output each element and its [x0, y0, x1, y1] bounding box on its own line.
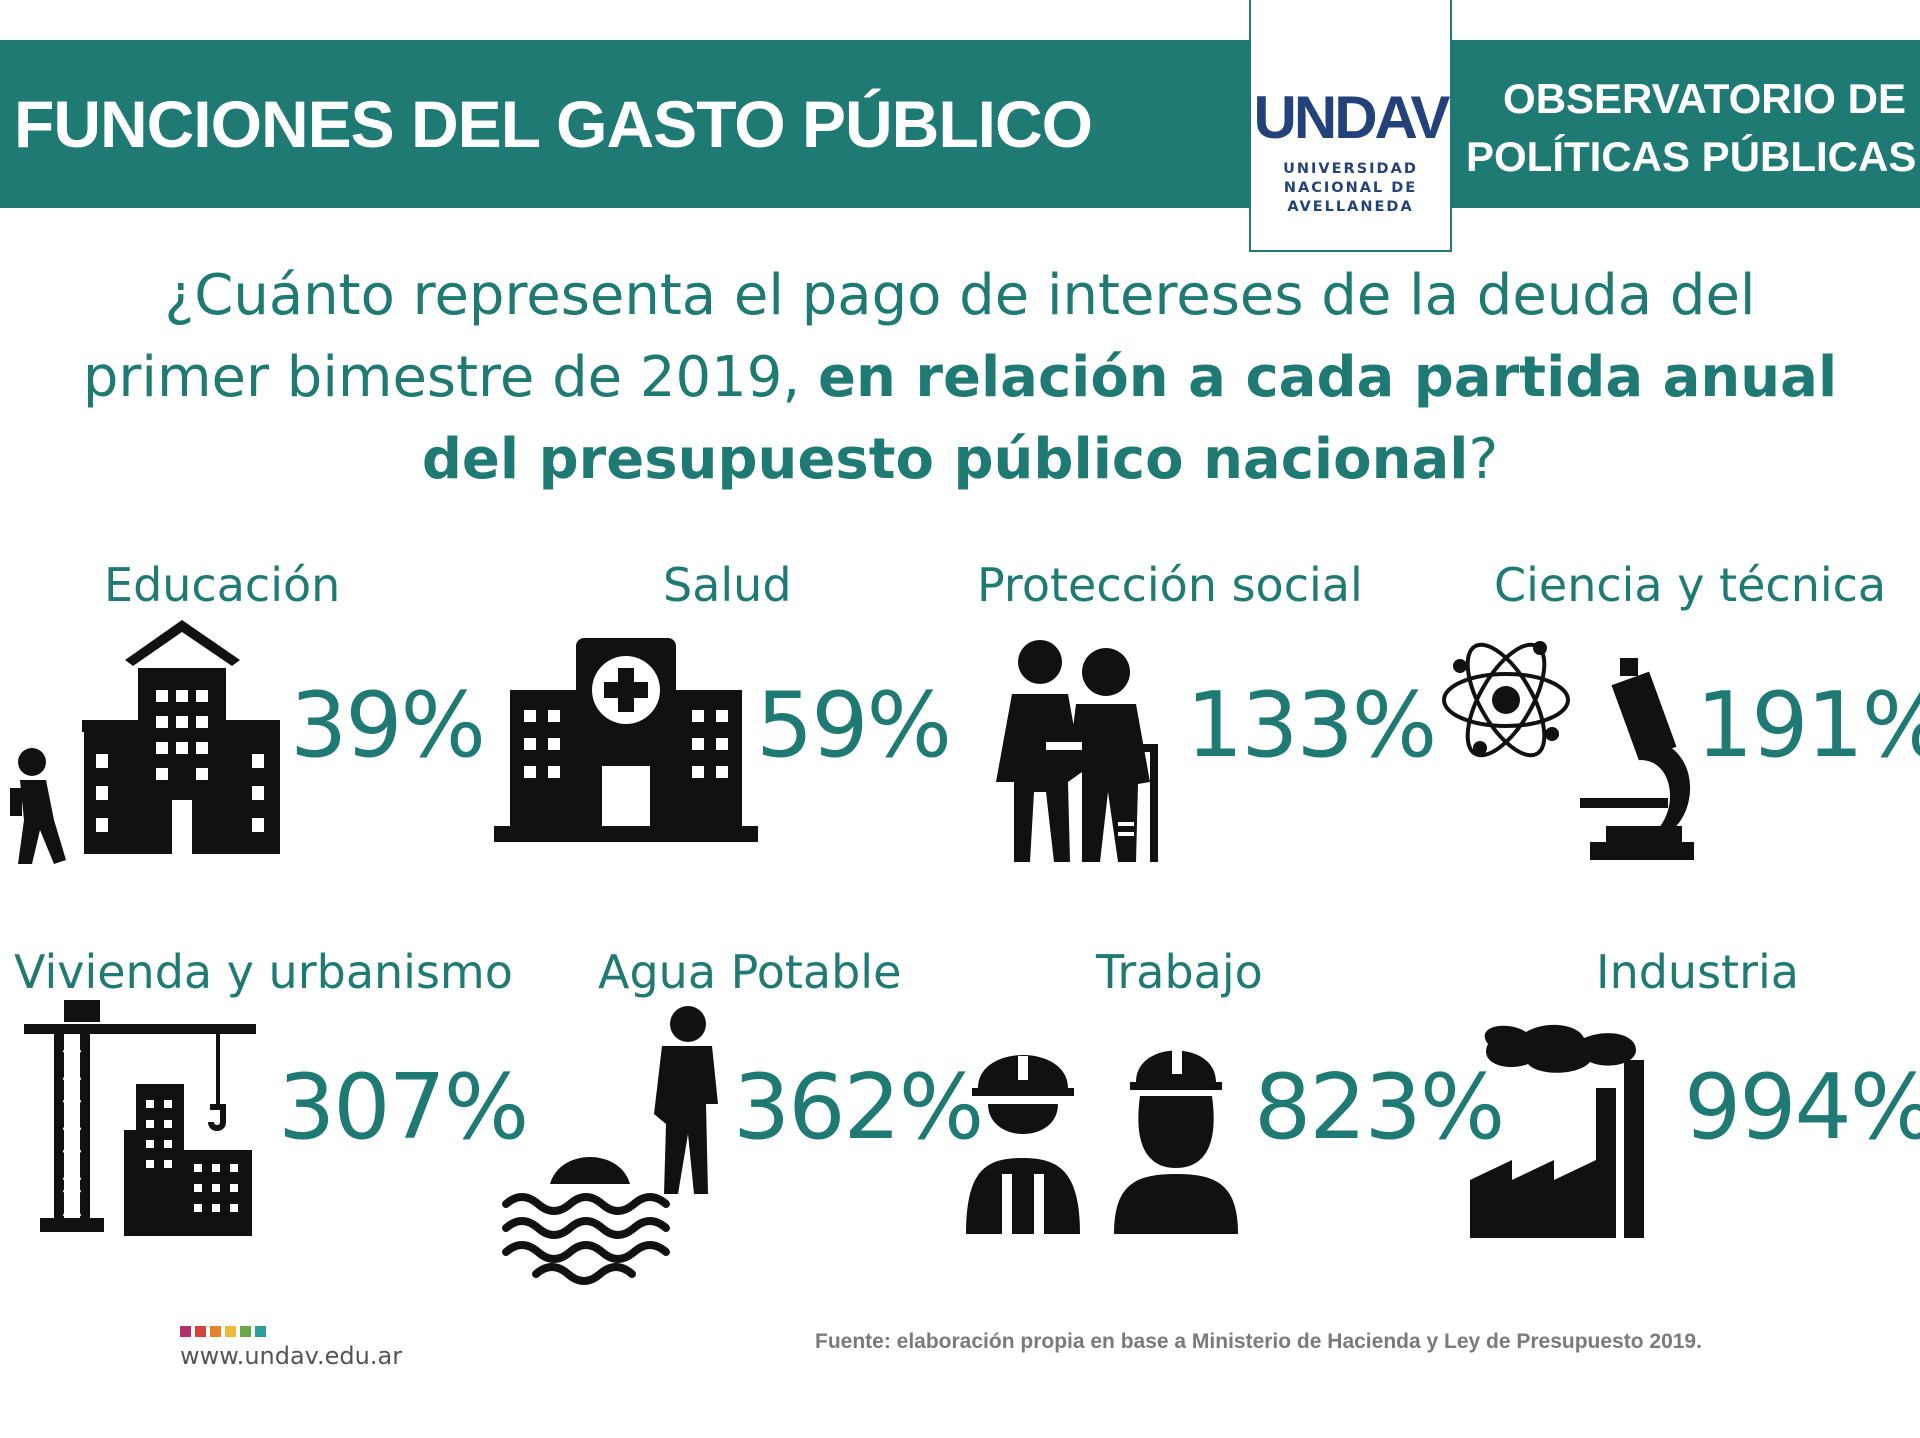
category-label-ciencia: Ciencia y técnica: [1494, 558, 1887, 612]
school-icon: [10, 620, 280, 875]
category-label-industria: Industria: [1596, 945, 1799, 999]
page-title: FUNCIONES DEL GASTO PÚBLICO: [14, 87, 1093, 161]
category-label-proteccion-social: Protección social: [977, 558, 1363, 612]
crane-building-icon: [24, 1000, 256, 1236]
category-label-agua: Agua Potable: [598, 945, 902, 999]
factory-icon: [1468, 1020, 1678, 1242]
category-label-educacion: Educación: [104, 558, 341, 612]
percentage-trabajo: 823%: [1254, 1055, 1505, 1160]
logo-wordmark: UNDAV: [1253, 84, 1451, 151]
question-line-1: ¿Cuánto representa el pago de intereses …: [164, 263, 1756, 328]
category-label-trabajo: Trabajo: [1096, 945, 1263, 999]
percentage-agua: 362%: [733, 1055, 984, 1160]
brand-color-dots: [180, 1324, 270, 1342]
source-note: Fuente: elaboración propia en base a Min…: [815, 1330, 1702, 1353]
category-label-salud: Salud: [663, 558, 792, 612]
percentage-proteccion-social: 133%: [1186, 673, 1437, 778]
water-worker-icon: [496, 1004, 720, 1294]
observatorio-label: OBSERVATORIO DE POLÍTICAS PÚBLICAS: [1466, 75, 1917, 180]
color-dot: [195, 1326, 206, 1337]
color-dot: [210, 1326, 221, 1337]
question-heading: ¿Cuánto representa el pago de intereses …: [0, 255, 1920, 501]
percentage-educacion: 39%: [290, 673, 486, 778]
color-dot: [255, 1326, 266, 1337]
logo-subtitle: UNIVERSIDAD NACIONAL DE AVELLANEDA: [1283, 161, 1418, 215]
question-line-3: del presupuesto público nacional?: [421, 427, 1499, 492]
atom-microscope-icon: [1440, 630, 1705, 870]
color-dot: [225, 1326, 236, 1337]
percentage-salud: 59%: [756, 673, 952, 778]
percentage-vivienda: 307%: [278, 1055, 529, 1160]
workers-icon: [966, 1034, 1238, 1236]
percentage-industria: 994%: [1684, 1055, 1920, 1160]
undav-logo: UNDAV UNIVERSIDAD NACIONAL DE AVELLANEDA: [1249, 0, 1452, 252]
category-label-vivienda: Vivienda y urbanismo: [14, 945, 513, 999]
hospital-icon: [494, 638, 758, 848]
color-dot: [240, 1326, 251, 1337]
color-dot: [180, 1326, 191, 1337]
website-url: www.undav.edu.ar: [180, 1342, 403, 1370]
header-banner: [0, 40, 1920, 208]
elderly-couple-icon: [990, 632, 1186, 868]
question-line-2: primer bimestre de 2019, en relación a c…: [82, 345, 1838, 410]
percentage-ciencia: 191%: [1696, 673, 1920, 778]
